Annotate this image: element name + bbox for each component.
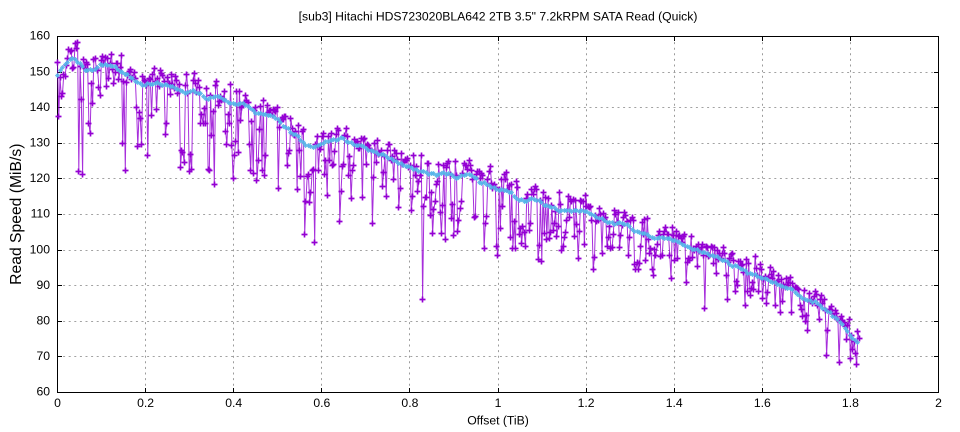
svg-text:0.2: 0.2 [137, 396, 154, 410]
svg-text:160: 160 [30, 29, 51, 43]
svg-text:80: 80 [36, 314, 50, 328]
svg-text:[sub3] Hitachi HDS723020BLA642: [sub3] Hitachi HDS723020BLA642 2TB 3.5" … [299, 10, 698, 24]
svg-text:60: 60 [36, 385, 50, 399]
svg-text:2: 2 [935, 396, 942, 410]
svg-text:140: 140 [30, 100, 51, 114]
svg-text:Read Speed (MiB/s): Read Speed (MiB/s) [8, 144, 25, 285]
svg-text:110: 110 [31, 207, 51, 221]
svg-text:100: 100 [30, 242, 51, 256]
svg-text:90: 90 [36, 278, 50, 292]
svg-text:0: 0 [54, 396, 61, 410]
svg-text:0.6: 0.6 [313, 396, 330, 410]
svg-text:Offset (TiB): Offset (TiB) [467, 414, 529, 428]
svg-text:1: 1 [495, 396, 502, 410]
svg-text:120: 120 [30, 171, 51, 185]
svg-text:1.2: 1.2 [578, 396, 595, 410]
svg-text:70: 70 [36, 349, 50, 363]
svg-text:0.8: 0.8 [401, 396, 418, 410]
svg-text:150: 150 [30, 64, 51, 78]
svg-text:0.4: 0.4 [225, 396, 242, 410]
svg-text:1.4: 1.4 [666, 396, 683, 410]
svg-text:1.8: 1.8 [842, 396, 859, 410]
svg-text:1.6: 1.6 [754, 396, 771, 410]
svg-text:130: 130 [30, 136, 51, 150]
